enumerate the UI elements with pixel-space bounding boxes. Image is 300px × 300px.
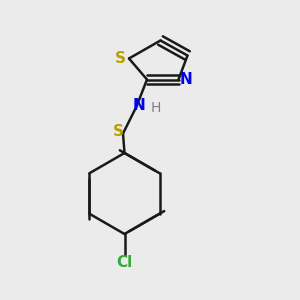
Text: H: H: [151, 101, 161, 115]
Text: N: N: [133, 98, 146, 112]
Text: N: N: [180, 72, 192, 87]
Text: S: S: [113, 124, 124, 140]
Text: Cl: Cl: [116, 255, 133, 270]
Text: S: S: [115, 51, 125, 66]
